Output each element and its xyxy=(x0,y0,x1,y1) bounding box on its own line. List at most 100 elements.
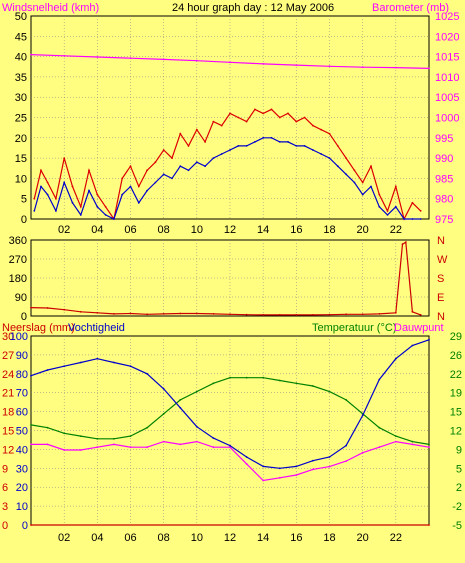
wind-average-line-point xyxy=(287,141,289,143)
wind-gust-line-point xyxy=(63,157,66,160)
wind-speed-tick-label: 40 xyxy=(15,52,27,64)
dewpoint-line-point xyxy=(345,460,347,462)
barometer-line-point xyxy=(262,63,265,65)
wind-direction-line-point xyxy=(195,312,198,315)
humidity-tick-label: 60 xyxy=(16,407,28,419)
wind-gust-line-point xyxy=(353,169,356,172)
wind-average-line-point xyxy=(229,149,231,151)
barometer-line-point xyxy=(361,66,364,69)
barometer-tick-label: 1020 xyxy=(435,31,459,43)
hour-tick-label: 06 xyxy=(124,532,136,544)
thermo-panel-grid xyxy=(31,336,429,525)
wind-speed-tick-label: 0 xyxy=(21,214,27,226)
humidity-line-point xyxy=(394,357,397,360)
temperature-tick-label: 2 xyxy=(456,482,462,494)
humidity-tick-label: 100 xyxy=(10,331,28,343)
barometer-line-point xyxy=(63,54,66,57)
dewpoint-line-point xyxy=(328,465,331,468)
wind-gust-line-point xyxy=(229,112,231,115)
wind-gust-line-point xyxy=(278,116,281,119)
hour-tick-label: 08 xyxy=(158,224,170,236)
wind-direction-line-point xyxy=(96,311,99,314)
humidity-line-point xyxy=(195,425,198,428)
wind-average-line-point xyxy=(212,157,215,160)
wind-average-line-point xyxy=(137,201,140,204)
temperature-line-point xyxy=(345,399,347,401)
humidity-tick-label: 0 xyxy=(22,520,28,532)
wind-average-line-point xyxy=(270,136,273,139)
temperature-line-point xyxy=(312,385,314,387)
wind-gust-line-point xyxy=(419,210,422,212)
wind-direction-line-point xyxy=(129,312,132,315)
wind-direction-line-point xyxy=(229,313,231,316)
humidity-line-point xyxy=(345,444,347,447)
wind-average-line-point xyxy=(220,153,223,155)
dewpoint-line-point xyxy=(195,440,198,443)
barometer-line-point xyxy=(96,56,99,58)
wind-gust-line-point xyxy=(361,181,364,184)
wind-gust-line-point xyxy=(46,181,49,184)
temperature-line-point xyxy=(129,435,132,437)
wind-gust-line-point xyxy=(179,132,182,135)
humidity-line-point xyxy=(245,456,248,458)
wind-average-line-point xyxy=(345,173,347,176)
temperature-tick-label: 12 xyxy=(450,426,462,438)
wind-gust-line-point xyxy=(162,149,165,151)
wind-average-line-point xyxy=(237,145,240,147)
humidity-tick-label: 40 xyxy=(16,444,28,456)
hour-tick-label: 16 xyxy=(290,224,302,236)
wind-average-line-point xyxy=(171,177,173,180)
humidity-line-point xyxy=(30,374,32,377)
temperature-line-point xyxy=(378,426,381,429)
dewpoint-line-point xyxy=(46,443,49,446)
wind-average-line xyxy=(33,137,421,220)
dewpoint-line-point xyxy=(378,446,381,449)
dewpoint-line-point xyxy=(162,440,165,443)
humidity-tick-label: 70 xyxy=(16,388,28,400)
humidity-line-point xyxy=(312,459,314,462)
humidity-line-point xyxy=(129,365,132,368)
wind-average-line-point xyxy=(195,161,198,164)
wind-average-line-point xyxy=(204,165,207,168)
wind-direction-line-point xyxy=(245,313,248,316)
wind-gust-line-point xyxy=(303,116,306,119)
humidity-line-point xyxy=(162,388,165,390)
wind-average-line-point xyxy=(88,189,90,192)
wind-gust-line-point xyxy=(71,185,74,188)
dewpoint-line-point xyxy=(113,443,115,446)
wind-average-line-point xyxy=(370,185,372,188)
wind-speed-tick-label: 5 xyxy=(21,194,27,206)
temperature-line-point xyxy=(411,440,414,443)
wind-average-line-point xyxy=(411,218,414,220)
hour-tick-label: 14 xyxy=(257,532,269,544)
humidity-line-point xyxy=(63,365,66,368)
wind-average-line-point xyxy=(40,185,42,188)
wind-gust-line-point xyxy=(137,185,140,188)
wind-average-line-point xyxy=(386,214,389,216)
wind-direction-line-point xyxy=(212,313,215,315)
barometer-tick-label: 990 xyxy=(435,153,453,165)
humidity-line-point xyxy=(328,456,331,458)
dewpoint-line-point xyxy=(312,468,314,471)
wind-average-line-point xyxy=(312,149,314,151)
wind-direction-line-point xyxy=(46,307,49,309)
wind-gust-line-point xyxy=(104,205,107,208)
temperature-line-point xyxy=(245,376,248,379)
wind-average-line-point xyxy=(121,193,124,196)
temperature-line-point xyxy=(394,435,397,437)
rain-tick-label: 30 xyxy=(2,331,14,343)
wind-direction-line-point xyxy=(361,313,364,316)
wind-panel-series xyxy=(30,53,430,221)
wind-speed-tick-label: 45 xyxy=(15,31,27,43)
wind-gust-line-point xyxy=(33,197,36,200)
wind-speed-tick-label: 10 xyxy=(15,173,27,185)
wind-speed-tick-label: 25 xyxy=(15,113,27,125)
wind-speed-axis-ticks: 0 5 10 15 20 25 30 35 40 45 50 xyxy=(15,11,27,226)
rain-tick-label: 3 xyxy=(2,501,8,513)
wind-average-line-point xyxy=(403,218,405,220)
humidity-line xyxy=(30,339,430,469)
dewpoint-line-point xyxy=(428,446,430,449)
wind-gust-line-point xyxy=(378,193,381,196)
